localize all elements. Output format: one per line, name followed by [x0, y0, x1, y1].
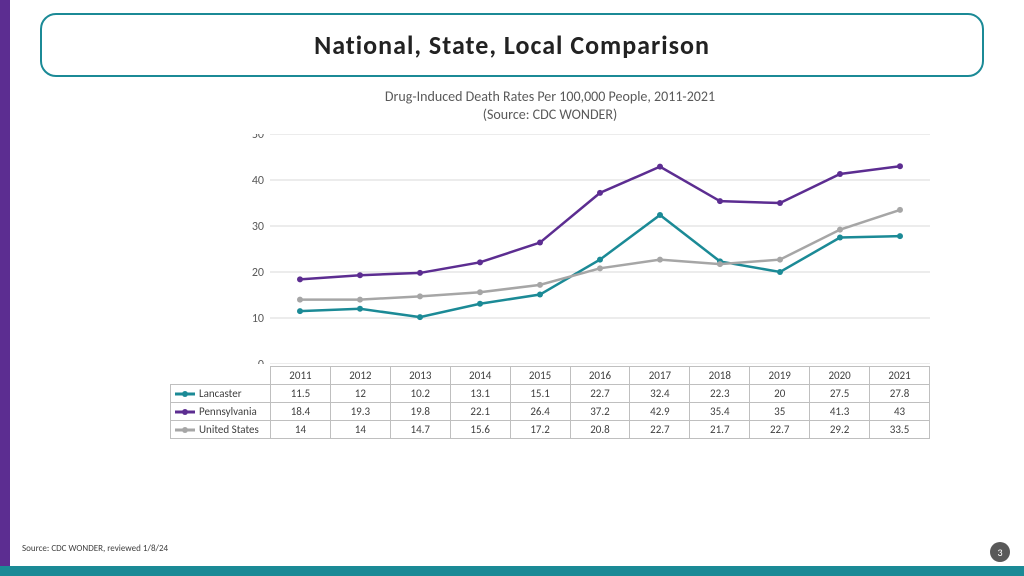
- svg-text:10: 10: [252, 312, 264, 326]
- table-cell: 43: [870, 403, 930, 421]
- legend-label: Pennsylvania: [199, 405, 257, 418]
- table-year-header: 2013: [390, 367, 450, 385]
- chart-title: Drug-Induced Death Rates Per 100,000 Peo…: [170, 88, 930, 123]
- chart-title-line1: Drug-Induced Death Rates Per 100,000 Peo…: [385, 88, 715, 105]
- legend-marker-icon: [182, 427, 188, 433]
- table-cell: 14: [271, 421, 331, 439]
- table-cell: 41.3: [810, 403, 870, 421]
- table-cell: 14.7: [390, 421, 450, 439]
- svg-text:20: 20: [252, 266, 264, 280]
- table-year-header: 2018: [690, 367, 750, 385]
- svg-text:50: 50: [252, 134, 264, 142]
- page-number: 3: [990, 542, 1010, 562]
- data-table: 2011201220132014201520162017201820192020…: [170, 366, 930, 439]
- table-year-header: 2016: [570, 367, 630, 385]
- table-cell: 21.7: [690, 421, 750, 439]
- table-year-header: 2020: [810, 367, 870, 385]
- slide: National, State, Local Comparison Drug-I…: [0, 0, 1024, 576]
- page-title: National, State, Local Comparison: [314, 29, 710, 61]
- table-cell: 35: [750, 403, 810, 421]
- table-cell: 13.1: [450, 385, 510, 403]
- plot-svg: 0 10 20 30 40 50: [208, 134, 930, 364]
- legend-cell: Pennsylvania: [171, 403, 271, 421]
- legend-cell: Lancaster: [171, 385, 271, 403]
- svg-text:0: 0: [258, 358, 264, 364]
- table-cell: 32.4: [630, 385, 690, 403]
- table-year-header: 2017: [630, 367, 690, 385]
- table-header-row: 2011201220132014201520162017201820192020…: [171, 367, 930, 385]
- legend-cell: United States: [171, 421, 271, 439]
- table-row: United States141414.715.617.220.822.721.…: [171, 421, 930, 439]
- chart-title-line2: (Source: CDC WONDER): [483, 106, 618, 123]
- left-accent-bar: [0, 0, 10, 576]
- table-cell: 12: [330, 385, 390, 403]
- table-year-header: 2015: [510, 367, 570, 385]
- table-cell: 22.7: [630, 421, 690, 439]
- table-year-header: 2012: [330, 367, 390, 385]
- plot: 0 10 20 30 40 50: [208, 134, 930, 364]
- table-cell: 14: [330, 421, 390, 439]
- table-cell: 29.2: [810, 421, 870, 439]
- table-cell: 26.4: [510, 403, 570, 421]
- table-year-header: 2014: [450, 367, 510, 385]
- legend-marker-icon: [182, 409, 188, 415]
- legend-label: Lancaster: [199, 387, 242, 400]
- chart-area: Drug-Induced Death Rates Per 100,000 Peo…: [170, 88, 930, 448]
- legend-label: United States: [199, 423, 259, 436]
- table-row: Pennsylvania 18.419.319.822.126.437.242.9…: [171, 403, 930, 421]
- table-cell: 20.8: [570, 421, 630, 439]
- page-number-text: 3: [997, 546, 1002, 559]
- title-box: National, State, Local Comparison: [40, 13, 984, 77]
- table-cell: 18.4: [271, 403, 331, 421]
- table-cell: 22.7: [570, 385, 630, 403]
- table-cell: 17.2: [510, 421, 570, 439]
- table-cell: 20: [750, 385, 810, 403]
- svg-text:40: 40: [252, 174, 264, 188]
- bottom-accent-bar: [0, 566, 1024, 576]
- table-cell: 27.8: [870, 385, 930, 403]
- table-cell: 11.5: [271, 385, 331, 403]
- legend-marker-icon: [182, 391, 188, 397]
- table-year-header: 2011: [271, 367, 331, 385]
- table-cell: 42.9: [630, 403, 690, 421]
- table-cell: 37.2: [570, 403, 630, 421]
- table-cell: 35.4: [690, 403, 750, 421]
- table-year-header: 2021: [870, 367, 930, 385]
- table-year-header: 2019: [750, 367, 810, 385]
- table-cell: 19.8: [390, 403, 450, 421]
- table-cell: 27.5: [810, 385, 870, 403]
- source-note: Source: CDC WONDER, reviewed 1/8/24: [22, 543, 168, 554]
- table-cell: 19.3: [330, 403, 390, 421]
- table-cell: 33.5: [870, 421, 930, 439]
- svg-text:30: 30: [252, 220, 264, 234]
- table-cell: 10.2: [390, 385, 450, 403]
- table-cell: 15.6: [450, 421, 510, 439]
- table-row: Lancaster11.51210.213.115.122.732.422.32…: [171, 385, 930, 403]
- table-corner-cell: [171, 367, 271, 385]
- table-cell: 22.7: [750, 421, 810, 439]
- table-cell: 22.3: [690, 385, 750, 403]
- table-cell: 15.1: [510, 385, 570, 403]
- table-cell: 22.1: [450, 403, 510, 421]
